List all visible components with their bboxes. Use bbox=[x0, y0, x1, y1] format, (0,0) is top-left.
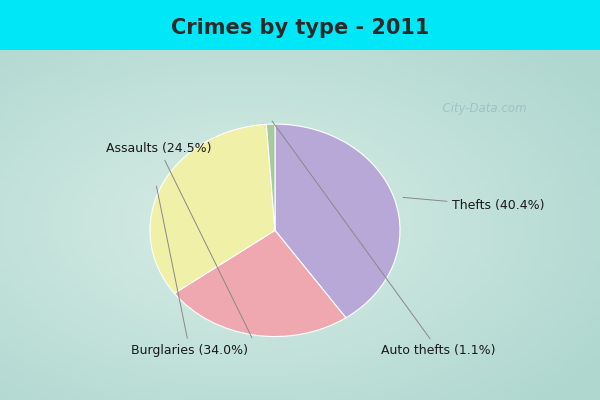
Text: Auto thefts (1.1%): Auto thefts (1.1%) bbox=[272, 121, 496, 357]
Wedge shape bbox=[275, 124, 400, 318]
Wedge shape bbox=[150, 124, 275, 293]
Wedge shape bbox=[266, 124, 275, 230]
Text: Assaults (24.5%): Assaults (24.5%) bbox=[106, 142, 252, 338]
Text: City-Data.com: City-Data.com bbox=[436, 102, 527, 115]
Wedge shape bbox=[175, 230, 346, 336]
Text: Crimes by type - 2011: Crimes by type - 2011 bbox=[171, 18, 429, 38]
Text: Burglaries (34.0%): Burglaries (34.0%) bbox=[131, 186, 248, 357]
Text: Thefts (40.4%): Thefts (40.4%) bbox=[403, 198, 545, 212]
